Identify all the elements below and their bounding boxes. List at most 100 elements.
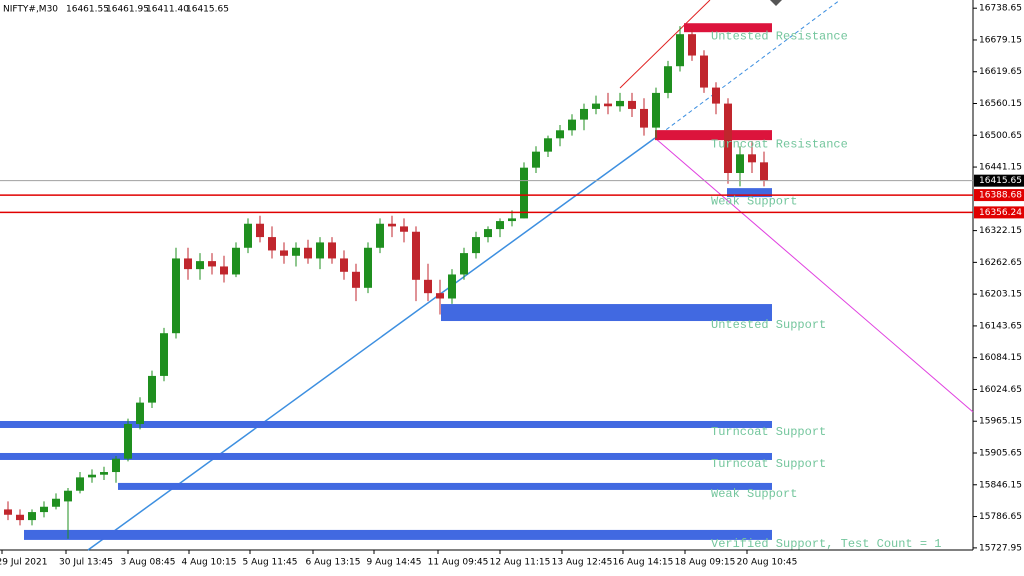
candle-body — [460, 253, 468, 275]
zone — [0, 452, 772, 460]
candle-body — [664, 66, 672, 93]
candle-body — [388, 223, 396, 227]
candle-body — [292, 247, 300, 256]
zone — [727, 188, 772, 198]
candle-body — [328, 242, 336, 259]
zone-label: Verified Support, Test Count = 1 — [711, 537, 941, 551]
y-tick-label: 16322.15 — [979, 226, 1022, 236]
zone-label: Untested Resistance — [711, 29, 848, 43]
zone — [655, 130, 772, 141]
candle-body — [712, 87, 720, 104]
candle-body — [640, 108, 648, 128]
candle-body — [472, 237, 480, 254]
candle-body — [412, 231, 420, 280]
candle-body — [688, 34, 696, 56]
x-tick-label: 20 Aug 10:45 — [737, 558, 798, 568]
candle-body — [604, 103, 612, 107]
y-tick-label: 16679.15 — [979, 35, 1022, 45]
quote-open: 16461.55 — [66, 5, 109, 15]
candle-body — [496, 221, 504, 230]
y-tick-label: 16203.15 — [979, 290, 1022, 300]
y-tick-label: 16143.65 — [979, 321, 1022, 331]
candle-body — [160, 333, 168, 376]
x-tick-label: 6 Aug 13:15 — [306, 558, 361, 568]
x-tick-label: 4 Aug 10:15 — [182, 558, 237, 568]
zone — [441, 304, 772, 322]
candle-body — [184, 258, 192, 270]
candle-body — [232, 247, 240, 275]
zone-label: Turncoat Support — [711, 457, 826, 471]
y-tick-label: 16024.65 — [979, 385, 1022, 395]
x-tick-label: 11 Aug 09:45 — [428, 558, 489, 568]
candle-body — [676, 34, 684, 67]
x-tick-label: 3 Aug 08:45 — [121, 558, 176, 568]
candle-body — [580, 108, 588, 120]
candle-body — [508, 218, 516, 222]
candle-body — [484, 229, 492, 238]
candle-body — [400, 226, 408, 232]
zone-label: Turncoat Support — [711, 425, 826, 439]
x-tick-label: 5 Aug 11:45 — [243, 558, 298, 568]
zone-label: Weak Support — [711, 194, 797, 208]
level-label: 16356.24 — [979, 208, 1022, 218]
level-label: 16388.68 — [979, 191, 1022, 201]
candle-body — [16, 514, 24, 521]
candle-body — [700, 55, 708, 88]
candle-body — [568, 119, 576, 131]
candle-body — [64, 490, 72, 502]
candle-body — [76, 477, 84, 491]
candle-body — [340, 258, 348, 272]
candle-body — [376, 223, 384, 248]
candle-body — [364, 247, 372, 288]
candle-body — [760, 162, 768, 181]
candle-body — [244, 223, 252, 248]
last-price-box — [974, 174, 1024, 187]
x-tick-label: 18 Aug 09:15 — [675, 558, 736, 568]
candle-body — [724, 103, 732, 174]
candle-body — [448, 274, 456, 299]
candle-body — [424, 279, 432, 294]
candle-body — [304, 247, 312, 259]
x-tick-label: 30 Jul 13:45 — [59, 558, 113, 568]
candle-body — [316, 242, 324, 259]
candle-body — [592, 103, 600, 109]
x-tick-label: 9 Aug 14:45 — [367, 558, 422, 568]
y-tick-label: 16738.65 — [979, 4, 1022, 14]
candle-body — [256, 223, 264, 238]
x-tick-label: 12 Aug 11:15 — [490, 558, 551, 568]
candle-body — [100, 472, 108, 475]
candle-body — [616, 100, 624, 107]
candle-body — [136, 402, 144, 424]
candle-body — [88, 474, 96, 478]
last-price-label: 16415.65 — [979, 176, 1022, 186]
trend-line — [87, 137, 656, 551]
candle-body — [4, 509, 12, 515]
header: NIFTY#,M30 16461.55 16461.95 16411.40 16… — [3, 5, 229, 15]
level-box — [974, 206, 1024, 219]
candle-body — [736, 154, 744, 174]
candle-body — [748, 154, 756, 163]
y-tick-label: 16084.15 — [979, 353, 1022, 363]
y-tick-label: 15846.15 — [979, 480, 1022, 490]
zone — [0, 420, 772, 428]
x-tick-label: 13 Aug 12:45 — [552, 558, 613, 568]
candle-body — [280, 250, 288, 256]
zone — [118, 482, 772, 490]
trend-line-projection — [654, 0, 841, 139]
candle-body — [172, 258, 180, 334]
x-tick-label: 16 Aug 14:15 — [613, 558, 674, 568]
candle-body — [196, 261, 204, 270]
y-tick-label: 15786.65 — [979, 512, 1022, 522]
candle-body — [544, 138, 552, 152]
channel-line — [619, 0, 711, 89]
candle-body — [40, 506, 48, 513]
candle-body — [520, 167, 528, 219]
y-tick-label: 15965.15 — [979, 417, 1022, 427]
candle-body — [352, 271, 360, 288]
zone — [24, 529, 772, 540]
quote-close: 16415.65 — [186, 5, 229, 15]
zone — [684, 23, 772, 33]
zone-label: Turncoat Resistance — [711, 137, 848, 151]
x-tick-label: 29 Jul 2021 — [0, 558, 47, 568]
